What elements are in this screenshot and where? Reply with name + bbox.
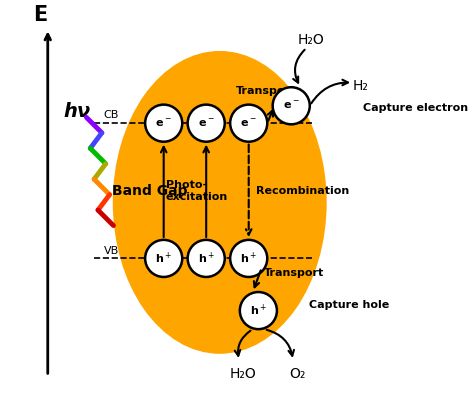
Text: H₂: H₂: [353, 79, 369, 93]
Text: O₂: O₂: [289, 367, 305, 382]
Text: VB: VB: [104, 246, 119, 256]
Text: Photo-
excitation: Photo- excitation: [165, 180, 228, 202]
Ellipse shape: [113, 52, 326, 353]
Circle shape: [230, 105, 267, 142]
Text: H₂O: H₂O: [297, 33, 324, 47]
Text: Recombination: Recombination: [256, 186, 350, 196]
Text: E: E: [33, 5, 47, 25]
Text: e$^-$: e$^-$: [155, 118, 172, 129]
Circle shape: [240, 292, 277, 329]
Text: h$^+$: h$^+$: [155, 251, 172, 266]
Text: e$^-$: e$^-$: [198, 118, 215, 129]
Text: CB: CB: [104, 110, 119, 120]
Text: h$^+$: h$^+$: [240, 251, 257, 266]
Text: h$^+$: h$^+$: [250, 303, 267, 318]
Text: H₂O: H₂O: [229, 367, 256, 382]
Text: Transport: Transport: [236, 86, 296, 96]
Circle shape: [230, 240, 267, 277]
Circle shape: [145, 105, 182, 142]
Text: Band Gap: Band Gap: [111, 184, 187, 198]
Text: Capture electron: Capture electron: [363, 103, 468, 113]
Text: hν: hν: [63, 102, 91, 121]
Text: Capture hole: Capture hole: [309, 300, 389, 310]
Circle shape: [145, 240, 182, 277]
Circle shape: [188, 105, 225, 142]
Text: Transport: Transport: [264, 268, 324, 278]
Text: e$^-$: e$^-$: [283, 100, 300, 111]
Circle shape: [273, 87, 310, 124]
Text: e$^-$: e$^-$: [240, 118, 257, 129]
Circle shape: [188, 240, 225, 277]
Text: h$^+$: h$^+$: [198, 251, 215, 266]
